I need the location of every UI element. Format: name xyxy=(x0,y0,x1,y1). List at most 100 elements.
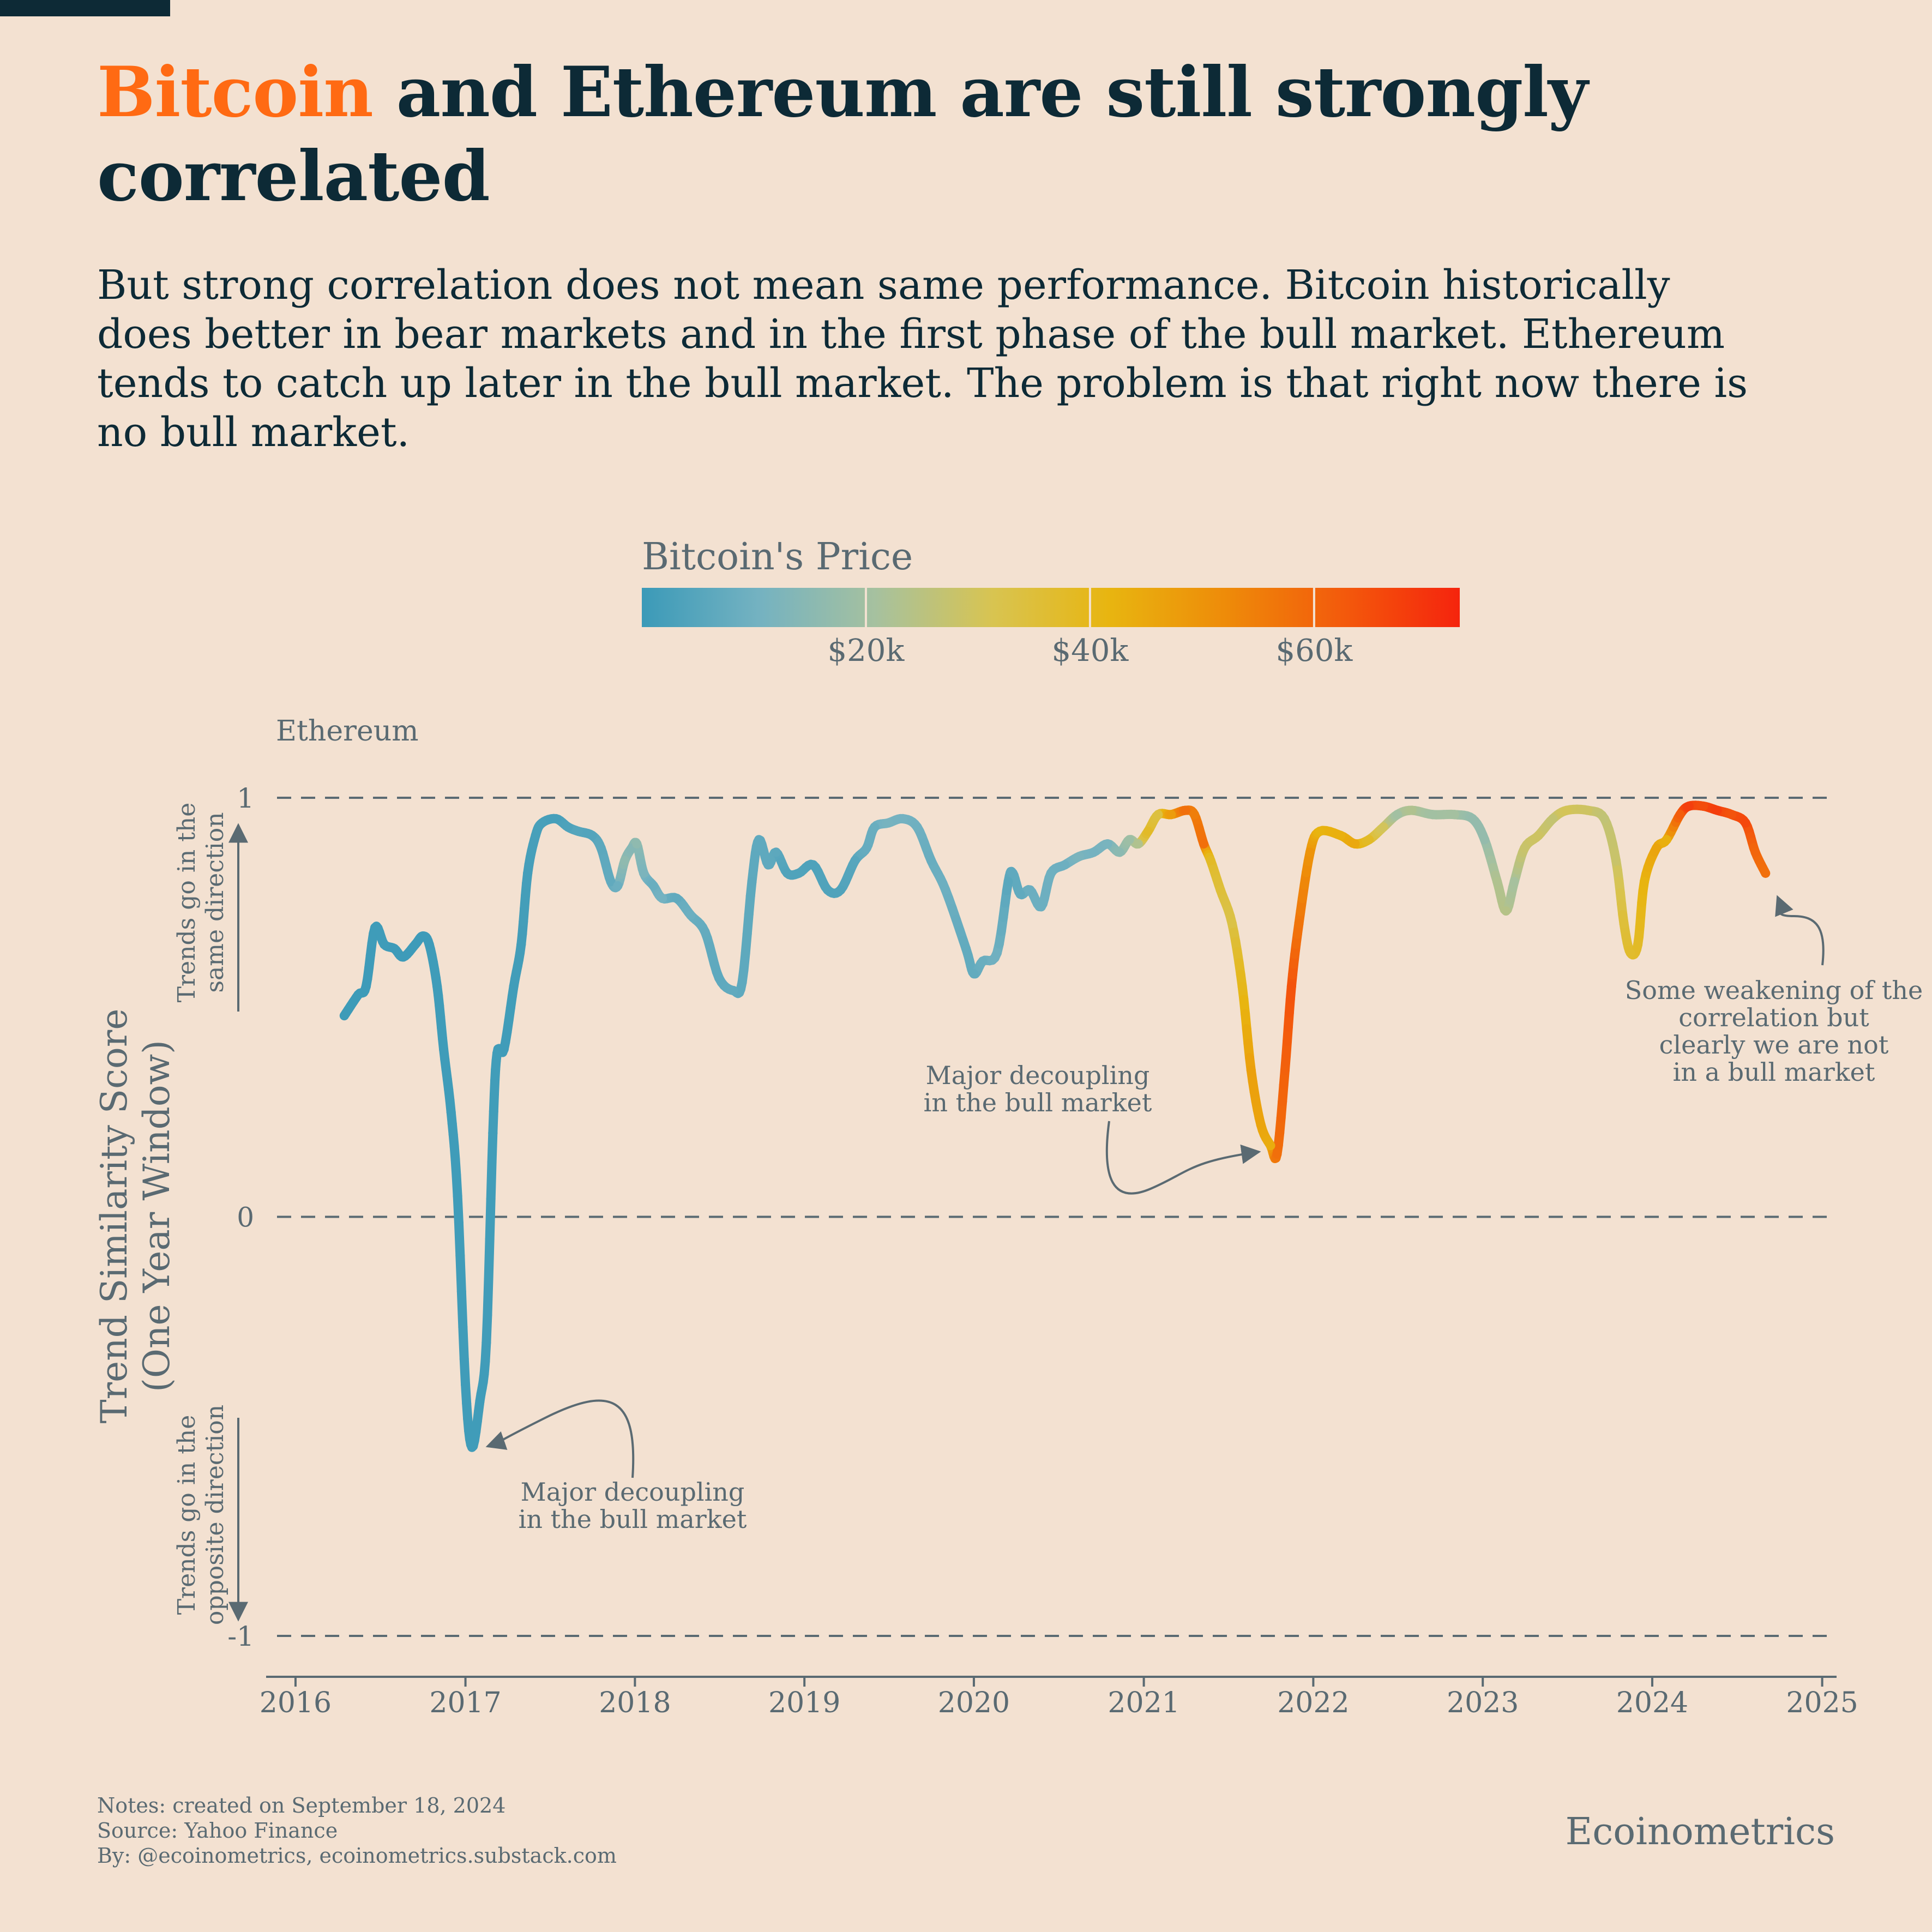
data-point xyxy=(1003,877,1013,887)
series-segment xyxy=(486,1157,497,1203)
data-point xyxy=(808,860,818,870)
data-point xyxy=(1761,868,1771,878)
data-point xyxy=(672,893,682,903)
series-segment xyxy=(455,1251,466,1296)
series-segment xyxy=(483,1274,493,1320)
data-point xyxy=(648,881,658,890)
data-point xyxy=(1286,982,1296,991)
series-segment xyxy=(487,1128,498,1167)
page-subtitle: But strong correlation does not mean sam… xyxy=(97,262,1748,456)
data-point xyxy=(516,940,526,949)
data-point xyxy=(737,977,747,987)
data-point xyxy=(453,1191,462,1201)
data-point xyxy=(432,982,442,991)
data-point xyxy=(573,826,583,836)
annotation-line: correlation but xyxy=(1678,1003,1869,1032)
x-tick-label: 2025 xyxy=(1786,1687,1858,1719)
data-point xyxy=(850,856,860,865)
data-point xyxy=(1393,810,1403,820)
x-tick-label: 2016 xyxy=(260,1687,332,1719)
colorbar-ticks: $20k $40k $60k xyxy=(828,588,1353,669)
data-point xyxy=(488,1128,498,1138)
data-point xyxy=(1611,856,1621,865)
y-tick-label: 0 xyxy=(237,1202,254,1233)
data-point xyxy=(1712,805,1722,815)
data-point xyxy=(862,843,871,853)
annotation-line: Some weakening of the xyxy=(1625,976,1923,1005)
annotation-line: in the bull market xyxy=(519,1504,747,1534)
data-point xyxy=(1428,810,1437,820)
data-point xyxy=(1305,847,1315,857)
data-point xyxy=(836,885,846,895)
title-accent: Bitcoin xyxy=(97,52,374,133)
data-point xyxy=(747,877,757,887)
series-segment xyxy=(456,1286,468,1332)
data-point xyxy=(389,944,399,954)
data-point xyxy=(1619,919,1629,929)
data-point xyxy=(1133,839,1143,849)
x-axis: 2016 2017 2018 2019 2020 2021 2022 2023 2024 2025 xyxy=(260,1676,1858,1719)
footer-note-created: Notes: created on September 18, 2024 xyxy=(97,1793,506,1817)
y-tick-labels: 1 0 -1 xyxy=(227,783,254,1652)
gridlines xyxy=(277,797,1837,1637)
y-tick-label: 1 xyxy=(237,783,254,814)
data-point xyxy=(912,822,922,832)
colorbar: Bitcoin's Price $20k $40k $60k xyxy=(642,535,1460,669)
data-point xyxy=(1199,839,1208,849)
data-point xyxy=(1639,877,1649,887)
colorbar-title: Bitcoin's Price xyxy=(642,535,913,579)
data-point xyxy=(1583,805,1593,815)
data-point xyxy=(461,1380,471,1389)
data-point xyxy=(658,893,667,903)
annotation-arrow xyxy=(485,1399,635,1478)
data-point xyxy=(1206,856,1215,865)
data-point xyxy=(1046,868,1056,878)
data-point xyxy=(700,927,710,937)
data-point xyxy=(992,948,1002,958)
data-point xyxy=(1562,805,1572,815)
down-note-line-1: Trends go in the xyxy=(173,1415,201,1615)
data-point xyxy=(587,830,597,840)
data-point xyxy=(898,814,908,823)
data-point xyxy=(1449,810,1459,820)
data-point xyxy=(794,868,804,878)
data-point xyxy=(523,868,533,878)
x-tick-label: 2023 xyxy=(1447,1687,1519,1719)
data-point xyxy=(620,856,630,865)
x-tick-label: 2017 xyxy=(429,1687,501,1719)
y-axis-label: Trend Similarity Score (One Year Window) xyxy=(93,1009,178,1424)
data-point xyxy=(1501,906,1511,916)
data-point xyxy=(1060,860,1070,870)
data-point xyxy=(754,835,764,845)
data-point xyxy=(551,814,561,823)
up-note-line-1: Trends go in the xyxy=(173,803,201,1003)
data-point xyxy=(1124,835,1134,845)
data-point xyxy=(961,944,971,954)
x-tick-label: 2024 xyxy=(1616,1687,1688,1719)
annotation-line: Major decoupling xyxy=(521,1477,745,1507)
x-tick-label: 2022 xyxy=(1277,1687,1349,1719)
series-segment xyxy=(485,1194,496,1244)
data-point xyxy=(1025,885,1035,895)
footer-notes: Notes: created on September 18, 2024 Sou… xyxy=(97,1793,617,1868)
data-point xyxy=(467,1442,477,1452)
data-point xyxy=(1533,830,1543,840)
annotation-text: Some weakening of the correlation but clea… xyxy=(1625,976,1923,1087)
x-tick-label: 2020 xyxy=(938,1687,1010,1719)
annotation-line: clearly we are not xyxy=(1659,1030,1889,1060)
x-tick-label: 2018 xyxy=(599,1687,671,1719)
data-point xyxy=(714,973,724,983)
plot-area: Ethereum 10-1 2016 2017 2018 2019 2020 2021 20… xyxy=(93,715,1923,1719)
data-point xyxy=(870,822,880,832)
data-point xyxy=(1280,1066,1290,1075)
data-point xyxy=(632,839,642,849)
data-point xyxy=(969,969,979,979)
data-point xyxy=(978,956,988,966)
data-point xyxy=(446,1107,456,1117)
data-point xyxy=(1652,843,1662,853)
down-note-line-2: opposite direction xyxy=(201,1405,229,1625)
data-point xyxy=(1294,919,1304,929)
data-point xyxy=(353,990,363,1000)
direction-note-up: Trends go in the same direction xyxy=(173,803,248,1012)
data-point xyxy=(1379,822,1388,832)
